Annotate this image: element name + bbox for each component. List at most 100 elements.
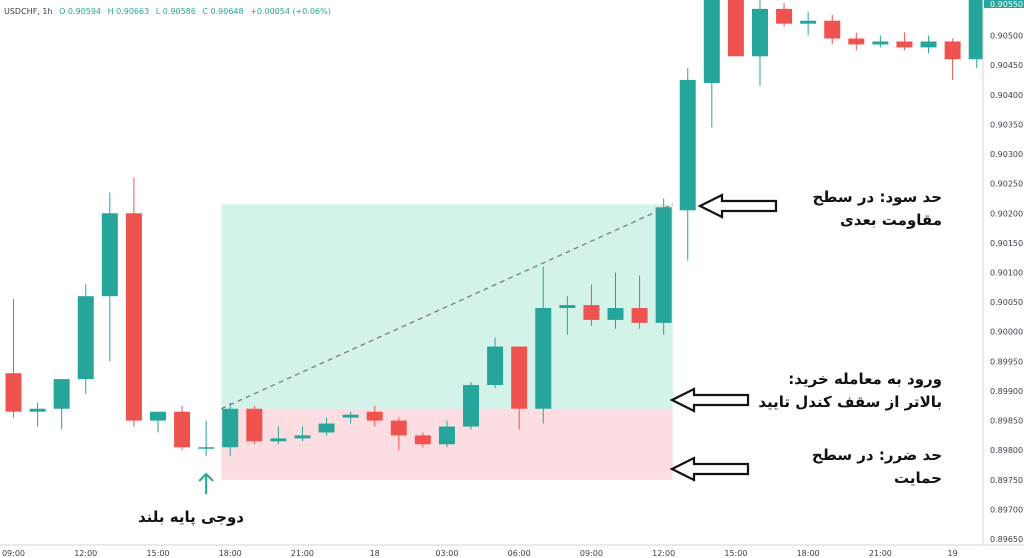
price-tick-label: 0.90100 [990, 269, 1023, 278]
candle-37 [896, 32, 913, 51]
candle-body [511, 346, 528, 409]
candle-11 [270, 426, 287, 445]
price-tick-label: 0.90450 [990, 61, 1023, 70]
candle-body [583, 305, 600, 320]
candle-10 [246, 405, 263, 445]
candle-1 [29, 402, 46, 427]
time-axis[interactable]: 09:00 12:00 15:00 18:00 21:00 18 03:00 06:00 09:… [0, 544, 1024, 558]
candle-body [631, 308, 648, 323]
price-tick-label: 0.90250 [990, 180, 1023, 189]
candle-body [53, 379, 70, 409]
price-tick-label: 0.90300 [990, 150, 1023, 159]
candle-body [438, 426, 455, 445]
candle-body [246, 408, 263, 442]
change-value: +0.00054 (+0.06%) [250, 7, 331, 16]
symbol-label: USDCHF, 1h [4, 7, 53, 16]
candle-body [535, 308, 552, 409]
candle-39 [944, 38, 961, 80]
candle-0 [5, 299, 22, 418]
low-value: L 0.90586 [155, 7, 196, 16]
take-profit-annotation: حد سود: در سطح مقاومت بعدی [813, 186, 943, 232]
stop-loss-line-1: حد ضرر: در سطح [811, 446, 942, 464]
candle-body [270, 438, 287, 442]
candle-body [896, 41, 913, 48]
candle-17 [414, 432, 431, 448]
candle-2 [53, 379, 70, 430]
candle-16 [390, 417, 407, 451]
candle-5 [125, 177, 142, 427]
candle-body [294, 435, 311, 439]
time-tick-label: 09:00 [580, 549, 603, 558]
candle-body [318, 423, 335, 433]
candle-body [463, 385, 480, 427]
annotation-arrows [198, 193, 778, 494]
candle-23 [559, 296, 576, 335]
price-tick-label: 0.90500 [990, 32, 1023, 41]
candle-body [703, 0, 720, 83]
candle-body [125, 213, 142, 421]
candle-24 [583, 284, 600, 326]
candle-33 [800, 11, 817, 36]
candle-13 [318, 417, 335, 436]
candle-body [872, 41, 889, 45]
candle-body [29, 408, 46, 412]
candle-34 [824, 14, 841, 45]
candle-15 [366, 405, 383, 427]
time-tick-label: 18 [370, 549, 380, 558]
candle-31 [751, 0, 768, 86]
doji-up-arrow [198, 472, 214, 494]
take-profit-line-2: مقاومت بعدی [840, 211, 942, 229]
entry-line-2: بالاتر از سقف کندل تایید [758, 393, 942, 411]
candle-body [920, 41, 937, 48]
candle-body [101, 213, 118, 297]
candle-body [776, 8, 793, 24]
take-profit-arrow [697, 193, 778, 219]
price-tick-label: 0.89700 [990, 505, 1023, 514]
candle-8 [198, 420, 215, 457]
price-tick-label: 0.90150 [990, 239, 1023, 248]
candle-12 [294, 426, 311, 442]
time-tick-label: 21:00 [291, 549, 314, 558]
candle-26 [631, 275, 648, 329]
stop-loss-annotation: حد ضرر: در سطح حمایت [812, 444, 942, 490]
time-tick-label: 21:00 [869, 549, 892, 558]
candle-body [727, 0, 744, 57]
candle-4 [101, 192, 118, 362]
candle-19 [463, 382, 480, 430]
candle-body [149, 411, 166, 421]
time-tick-label: 06:00 [508, 549, 531, 558]
candle-21 [511, 346, 528, 430]
time-tick-label: 15:00 [724, 549, 747, 558]
time-tick-label: 18:00 [797, 549, 820, 558]
candle-body [824, 20, 841, 39]
entry-arrow [669, 387, 750, 413]
price-tick-label: 0.89800 [990, 446, 1023, 455]
close-value: C 0.90648 [202, 7, 244, 16]
price-axis[interactable]: 0.89650 0.89700 0.89750 0.89800 0.89850 0.899… [982, 0, 1024, 558]
time-tick-label: 19 [948, 549, 958, 558]
candle-body [968, 0, 985, 60]
candle-40 [968, 0, 985, 69]
candle-body [487, 346, 504, 386]
price-tick-label: 0.89950 [990, 357, 1023, 366]
candle-body [390, 420, 407, 436]
doji-up-arrow-head [198, 472, 214, 482]
candles [5, 0, 985, 457]
candle-35 [848, 32, 865, 51]
candle-body [559, 305, 576, 309]
time-tick-label: 03:00 [435, 549, 458, 558]
candle-3 [77, 284, 94, 394]
candle-body [414, 435, 431, 445]
price-tick-label: 0.90200 [990, 209, 1023, 218]
candle-body [366, 411, 383, 421]
candle-14 [342, 411, 359, 424]
candle-20 [487, 337, 504, 389]
price-tick-label: 0.90050 [990, 298, 1023, 307]
price-tick-label: 0.89850 [990, 417, 1023, 426]
candle-body [607, 308, 624, 320]
price-tick-label: 0.89900 [990, 387, 1023, 396]
candle-32 [776, 2, 793, 27]
time-tick-label: 18:00 [219, 549, 242, 558]
candle-body [77, 296, 94, 380]
